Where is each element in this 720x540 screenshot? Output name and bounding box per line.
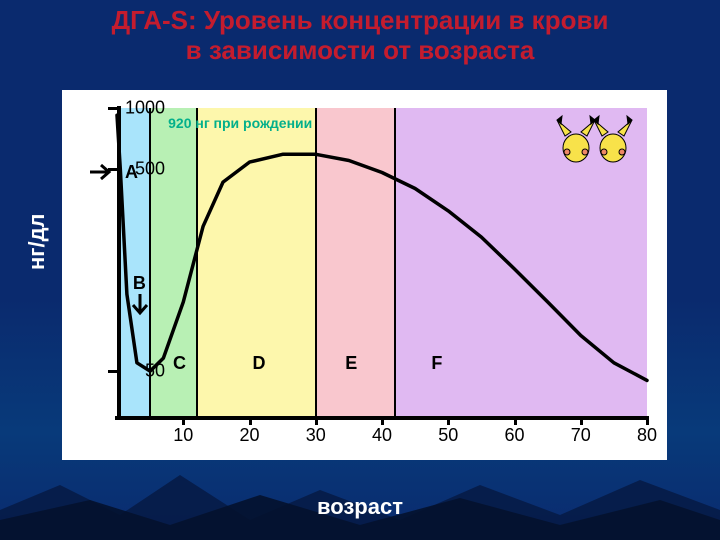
y-tick-label: 1000 <box>125 98 165 119</box>
x-tick-label: 40 <box>372 425 392 446</box>
y-axis-title: нг/дл <box>24 213 50 270</box>
plot-area: 505001000ABCDEF920 нг при рождении <box>117 108 647 416</box>
title-line-2: в зависимости от возраста <box>186 35 535 65</box>
x-tick <box>381 416 384 425</box>
x-tick-label: 60 <box>504 425 524 446</box>
birth-annotation: 920 нг при рождении <box>168 115 312 131</box>
region-label-C: C <box>173 353 186 374</box>
slide: ДГА-S: Уровень концентрации в крови в за… <box>0 0 720 540</box>
chart-container: 50 500 1000 A B C D E F 920 нг при рождении 10 20 3… <box>62 90 667 460</box>
y-tick-label: 500 <box>135 158 165 179</box>
x-tick-label: 30 <box>306 425 326 446</box>
x-tick-label: 10 <box>173 425 193 446</box>
x-tick <box>514 416 517 425</box>
region-label-A: A <box>125 162 138 183</box>
region-label-B: B <box>133 273 146 294</box>
x-axis-title: возраст <box>0 494 720 520</box>
x-tick-label: 70 <box>571 425 591 446</box>
x-tick-label: 50 <box>438 425 458 446</box>
x-tick <box>249 416 252 425</box>
x-tick <box>182 416 185 425</box>
arrow-right-icon <box>89 163 115 181</box>
arrow-down-icon <box>131 293 149 319</box>
x-tick <box>646 416 649 425</box>
region-label-F: F <box>431 353 442 374</box>
x-tick <box>315 416 318 425</box>
region-label-E: E <box>345 353 357 374</box>
x-tick <box>447 416 450 425</box>
x-tick-label: 80 <box>637 425 657 446</box>
y-tick-label: 50 <box>145 361 165 382</box>
title-line-1: ДГА-S: Уровень концентрации в крови <box>112 5 609 35</box>
page-title: ДГА-S: Уровень концентрации в крови в за… <box>0 6 720 66</box>
x-tick <box>580 416 583 425</box>
y-tick <box>108 370 117 373</box>
character-decoration <box>551 112 641 172</box>
x-tick-label: 20 <box>239 425 259 446</box>
region-label-D: D <box>253 353 266 374</box>
y-tick <box>108 107 117 110</box>
